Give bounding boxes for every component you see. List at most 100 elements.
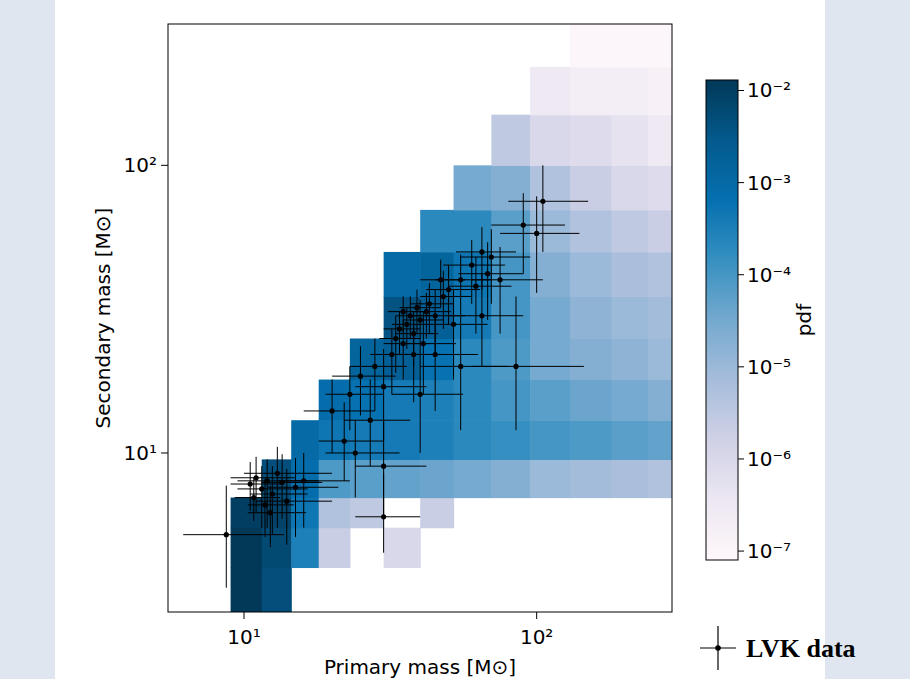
x-error-bar — [355, 386, 426, 387]
data-point — [489, 254, 494, 259]
heat-cell — [319, 498, 351, 529]
heat-cell — [350, 339, 384, 381]
heat-cell — [530, 420, 570, 460]
heat-cell — [648, 24, 672, 67]
heat-cell — [611, 459, 648, 498]
heat-cell — [231, 567, 263, 612]
y-tick — [161, 452, 168, 453]
colorbar-tick-label: 10⁻⁷ — [747, 539, 791, 563]
heat-cell — [491, 296, 530, 339]
heat-cell — [491, 115, 530, 166]
heat-cell — [648, 459, 672, 498]
colorbar-tick-label: 10⁻² — [747, 78, 791, 102]
data-point — [401, 309, 406, 314]
heat-cell — [454, 165, 492, 210]
heat-cell — [530, 380, 570, 421]
x-error-bar — [183, 534, 284, 535]
heat-cell — [454, 420, 492, 460]
heat-cell — [420, 498, 454, 529]
heat-cell — [611, 115, 648, 166]
x-error-bar — [267, 487, 338, 488]
x-error-bar — [449, 315, 524, 316]
heat-cell — [570, 165, 612, 210]
heat-cell — [648, 380, 672, 421]
data-point — [485, 271, 490, 276]
data-point — [372, 364, 377, 369]
y-tick — [161, 165, 168, 166]
colorbar-tick — [738, 182, 744, 183]
x-error-bar — [256, 501, 332, 502]
data-point — [433, 313, 438, 318]
y-error-bar — [272, 466, 273, 535]
y-error-bar — [295, 458, 296, 537]
heat-cell — [570, 339, 612, 381]
data-point — [458, 364, 463, 369]
data-point — [397, 326, 402, 331]
heat-cell — [570, 67, 612, 115]
x-error-bar — [449, 286, 512, 287]
x-tick — [536, 612, 537, 619]
panel — [55, 0, 825, 679]
y-error-bar — [332, 380, 333, 453]
y-axis-title: Secondary mass [M⊙] — [91, 208, 115, 429]
x-error-bar — [250, 494, 307, 495]
heat-cell — [648, 210, 672, 253]
data-point — [270, 491, 275, 496]
data-point — [427, 301, 432, 306]
heat-cell — [611, 339, 648, 381]
heat-cell — [648, 67, 672, 115]
y-error-bar — [261, 466, 262, 528]
data-point — [329, 408, 334, 413]
colorbar-tick-label: 10⁻⁵ — [747, 355, 791, 379]
colorbar-tick — [738, 366, 744, 367]
x-tick — [243, 612, 244, 619]
y-error-bar — [440, 260, 441, 308]
y-error-bar — [286, 469, 287, 545]
heat-cell — [384, 339, 421, 381]
heat-cell — [611, 380, 648, 421]
heat-cell — [350, 498, 384, 529]
heat-cell — [611, 165, 648, 210]
y-error-bar — [471, 240, 472, 304]
heat-cell — [262, 528, 292, 568]
y-error-bar — [360, 346, 361, 415]
y-error-bar — [355, 420, 356, 497]
heat-cell — [454, 296, 492, 339]
x-tick-label: 10¹ — [227, 625, 260, 649]
legend-icon-dot — [715, 645, 721, 651]
data-point — [284, 499, 289, 504]
x-axis-title: Primary mass [M⊙] — [324, 655, 516, 679]
heat-cell — [491, 380, 530, 421]
x-error-bar — [277, 480, 350, 481]
heat-cell — [491, 252, 530, 297]
data-point — [513, 364, 518, 369]
heat-cell — [491, 165, 530, 210]
heat-cell — [491, 339, 530, 381]
heat-cell — [420, 380, 454, 421]
heat-cell — [648, 420, 672, 460]
x-error-bar — [472, 366, 584, 367]
heat-cell — [611, 210, 648, 253]
y-error-bar — [491, 229, 492, 304]
heat-cell — [291, 420, 319, 460]
data-point — [368, 418, 373, 423]
data-point — [433, 352, 438, 357]
y-error-bar — [256, 457, 257, 513]
y-tick-label: 10² — [124, 153, 157, 177]
heat-cell — [420, 339, 454, 381]
heat-cell — [648, 339, 672, 381]
y-error-bar — [282, 454, 283, 519]
y-error-bar — [423, 312, 424, 395]
data-point — [441, 294, 446, 299]
y-error-bar — [435, 316, 436, 411]
colorbar-title: pdf — [792, 303, 816, 336]
data-point — [411, 331, 416, 336]
x-error-bar — [332, 376, 396, 377]
heat-cell — [570, 380, 612, 421]
heat-cell — [420, 459, 454, 498]
y-error-bar — [460, 254, 461, 315]
y-error-bar — [406, 308, 407, 349]
x-error-bar — [491, 225, 565, 226]
data-point — [534, 231, 539, 236]
data-point — [381, 514, 386, 519]
